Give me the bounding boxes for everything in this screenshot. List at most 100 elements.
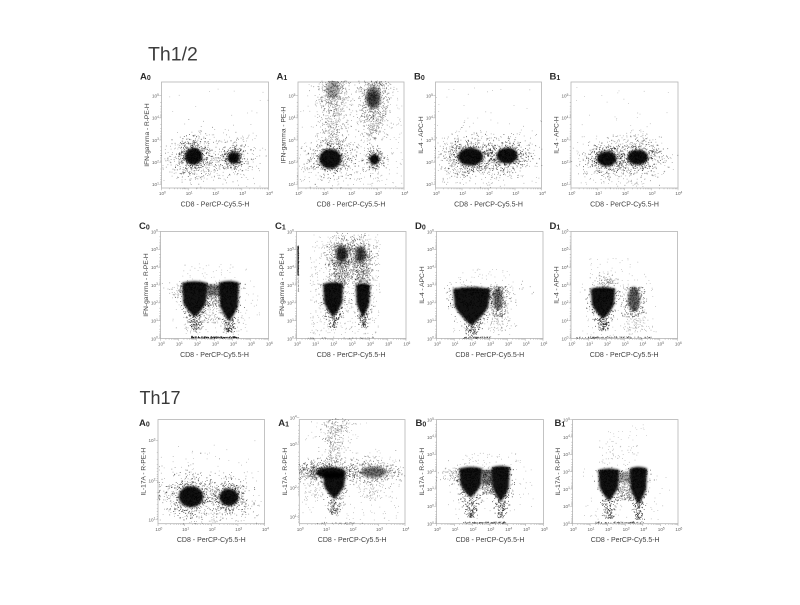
svg-text:Th1/2: Th1/2 bbox=[148, 44, 198, 66]
svg-text:104: 104 bbox=[266, 191, 273, 197]
svg-text:100: 100 bbox=[155, 526, 162, 532]
svg-text:106: 106 bbox=[287, 229, 294, 235]
svg-text:102: 102 bbox=[486, 191, 493, 197]
svg-text:B1: B1 bbox=[555, 418, 566, 429]
svg-text:101: 101 bbox=[186, 191, 193, 197]
svg-text:Th17: Th17 bbox=[140, 388, 181, 408]
svg-text:106: 106 bbox=[266, 341, 273, 347]
svg-text:104: 104 bbox=[639, 341, 646, 347]
svg-text:101: 101 bbox=[588, 526, 595, 532]
svg-text:102: 102 bbox=[562, 300, 569, 306]
svg-text:102: 102 bbox=[605, 526, 612, 532]
svg-text:100: 100 bbox=[287, 336, 294, 342]
svg-text:103: 103 bbox=[487, 341, 494, 347]
svg-text:105: 105 bbox=[287, 247, 294, 253]
svg-text:104: 104 bbox=[640, 526, 647, 532]
svg-text:102: 102 bbox=[470, 526, 477, 532]
svg-text:101: 101 bbox=[151, 318, 158, 324]
svg-text:CD8 - PerCP-Cy5.5-H: CD8 - PerCP-Cy5.5-H bbox=[177, 537, 246, 544]
svg-text:100: 100 bbox=[295, 191, 302, 197]
svg-text:101: 101 bbox=[427, 318, 434, 324]
svg-text:102: 102 bbox=[290, 485, 297, 491]
svg-text:103: 103 bbox=[290, 441, 297, 447]
svg-text:B1: B1 bbox=[550, 72, 561, 83]
svg-text:102: 102 bbox=[427, 469, 434, 475]
svg-text:IL-17A - R-PE-H: IL-17A - R-PE-H bbox=[282, 448, 289, 496]
svg-text:105: 105 bbox=[562, 93, 569, 99]
svg-text:101: 101 bbox=[287, 318, 294, 324]
svg-text:101: 101 bbox=[176, 341, 183, 347]
svg-text:105: 105 bbox=[385, 341, 392, 347]
svg-text:100: 100 bbox=[568, 191, 575, 197]
svg-text:105: 105 bbox=[151, 247, 158, 253]
svg-text:104: 104 bbox=[401, 191, 408, 197]
svg-text:103: 103 bbox=[563, 452, 570, 458]
svg-text:104: 104 bbox=[562, 264, 569, 270]
svg-text:105: 105 bbox=[563, 417, 570, 423]
svg-text:101: 101 bbox=[426, 182, 433, 188]
svg-text:104: 104 bbox=[287, 264, 294, 270]
svg-text:103: 103 bbox=[235, 526, 242, 532]
svg-text:104: 104 bbox=[505, 526, 512, 532]
svg-text:101: 101 bbox=[563, 486, 570, 492]
svg-text:103: 103 bbox=[622, 341, 629, 347]
svg-text:104: 104 bbox=[152, 115, 159, 121]
svg-text:101: 101 bbox=[562, 182, 569, 188]
svg-text:105: 105 bbox=[289, 93, 296, 99]
svg-text:103: 103 bbox=[212, 341, 219, 347]
svg-text:CD8 - PerCP-Cy5.5-H: CD8 - PerCP-Cy5.5-H bbox=[181, 202, 250, 209]
svg-text:101: 101 bbox=[322, 191, 329, 197]
svg-text:102: 102 bbox=[562, 159, 569, 165]
svg-text:101: 101 bbox=[289, 182, 296, 188]
svg-text:IL-4 - APC-H: IL-4 - APC-H bbox=[418, 116, 425, 154]
svg-text:101: 101 bbox=[452, 526, 459, 532]
svg-text:104: 104 bbox=[539, 191, 546, 197]
svg-text:103: 103 bbox=[562, 282, 569, 288]
svg-text:104: 104 bbox=[426, 115, 433, 121]
svg-text:102: 102 bbox=[287, 300, 294, 306]
svg-text:105: 105 bbox=[427, 247, 434, 253]
svg-text:IL-17A - R-PE-H: IL-17A - R-PE-H bbox=[141, 448, 148, 496]
svg-text:102: 102 bbox=[427, 300, 434, 306]
svg-text:101: 101 bbox=[586, 341, 593, 347]
svg-text:C1: C1 bbox=[275, 221, 286, 232]
svg-text:104: 104 bbox=[289, 115, 296, 121]
svg-text:101: 101 bbox=[149, 517, 156, 523]
svg-text:104: 104 bbox=[563, 434, 570, 440]
svg-text:103: 103 bbox=[239, 191, 246, 197]
svg-text:100: 100 bbox=[570, 526, 577, 532]
svg-text:100: 100 bbox=[427, 521, 434, 527]
svg-text:103: 103 bbox=[287, 282, 294, 288]
svg-text:104: 104 bbox=[562, 115, 569, 121]
svg-text:CD8 - PerCP-Cy5.5-H: CD8 - PerCP-Cy5.5-H bbox=[317, 202, 386, 209]
svg-text:104: 104 bbox=[151, 264, 158, 270]
svg-text:CD8 - PerCP-Cy5.5-H: CD8 - PerCP-Cy5.5-H bbox=[590, 352, 659, 359]
svg-text:A0: A0 bbox=[140, 72, 151, 83]
svg-text:101: 101 bbox=[595, 191, 602, 197]
svg-text:102: 102 bbox=[212, 191, 219, 197]
svg-text:102: 102 bbox=[426, 159, 433, 165]
svg-text:102: 102 bbox=[149, 478, 156, 484]
svg-text:IL-4 - APC-H: IL-4 - APC-H bbox=[554, 116, 561, 154]
svg-text:IL-4 - APC-H: IL-4 - APC-H bbox=[554, 266, 561, 304]
svg-text:105: 105 bbox=[426, 93, 433, 99]
svg-text:104: 104 bbox=[427, 434, 434, 440]
svg-text:CD8 - PerCP-Cy5.5-H: CD8 - PerCP-Cy5.5-H bbox=[456, 537, 525, 544]
svg-text:103: 103 bbox=[376, 526, 383, 532]
svg-text:105: 105 bbox=[562, 247, 569, 253]
svg-text:101: 101 bbox=[323, 526, 330, 532]
svg-text:103: 103 bbox=[427, 282, 434, 288]
svg-text:IL-17A - R-PE-H: IL-17A - R-PE-H bbox=[555, 448, 562, 496]
svg-text:106: 106 bbox=[151, 229, 158, 235]
svg-text:100: 100 bbox=[434, 341, 441, 347]
svg-text:100: 100 bbox=[562, 336, 569, 342]
svg-text:103: 103 bbox=[623, 526, 630, 532]
svg-text:105: 105 bbox=[427, 417, 434, 423]
svg-text:104: 104 bbox=[402, 526, 409, 532]
svg-text:IL-4 - APC-H: IL-4 - APC-H bbox=[419, 266, 426, 304]
svg-text:100: 100 bbox=[434, 526, 441, 532]
svg-text:101: 101 bbox=[312, 341, 319, 347]
svg-text:102: 102 bbox=[330, 341, 337, 347]
svg-text:103: 103 bbox=[349, 341, 356, 347]
svg-text:CD8 - PerCP-Cy5.5-H: CD8 - PerCP-Cy5.5-H bbox=[590, 202, 659, 209]
